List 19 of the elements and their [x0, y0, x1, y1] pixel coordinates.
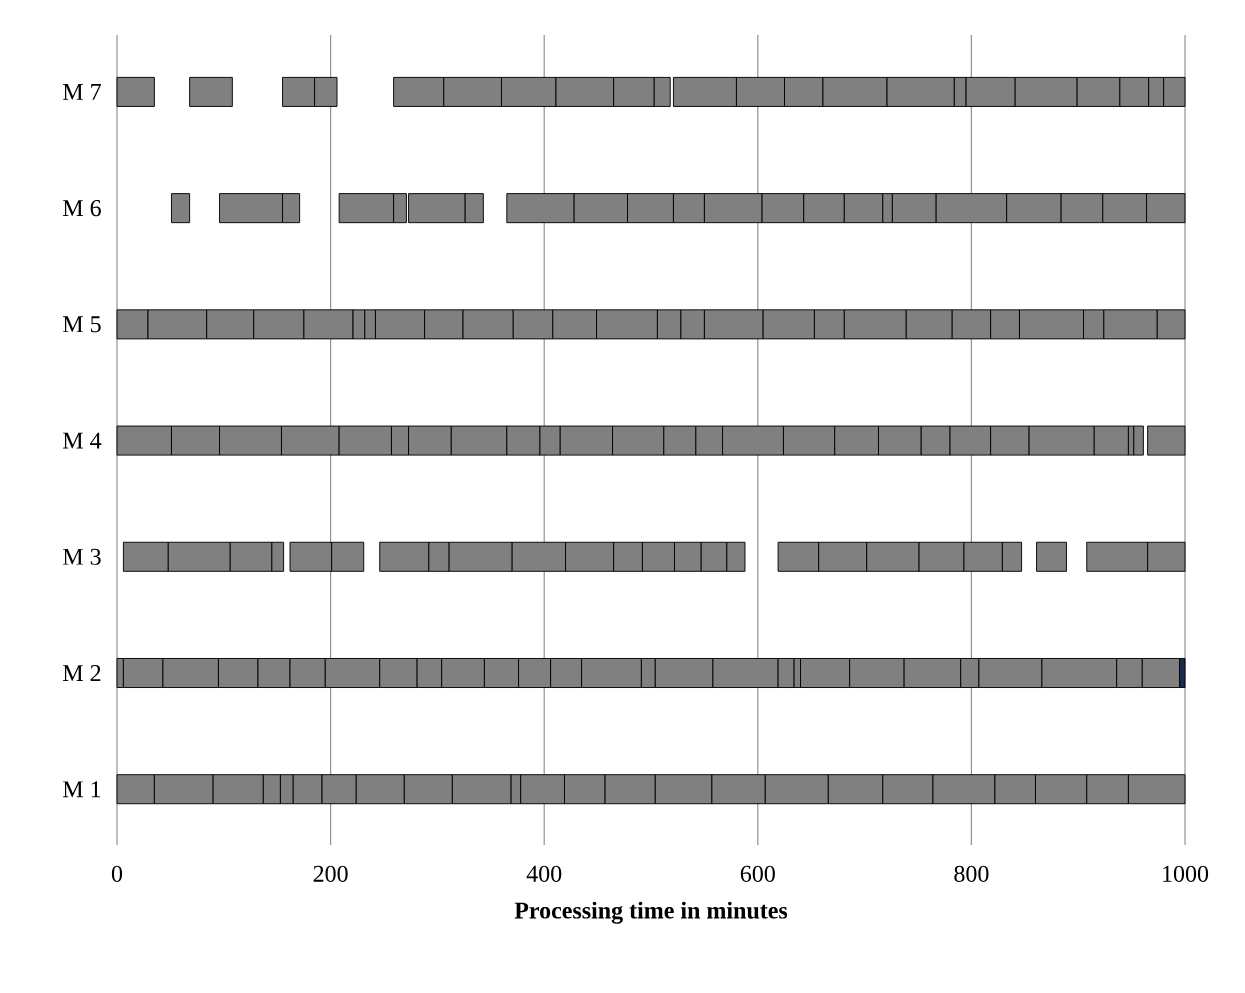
x-tick-label: 400	[526, 865, 562, 882]
x-tick-label: 600	[740, 865, 775, 882]
bar	[116, 76, 155, 107]
x-tick-label: 800	[954, 865, 989, 882]
x-tick-label: 0	[111, 865, 123, 882]
y-tick-label: M 1	[62, 781, 101, 798]
y-tick-label: M 5	[62, 316, 101, 333]
y-tick-label: M 7	[62, 84, 101, 100]
bar	[189, 76, 233, 107]
y-tick-label: M 6	[62, 200, 101, 217]
x-tick-label: 200	[313, 865, 348, 882]
y-tick-label: M 4	[62, 432, 102, 449]
bar	[171, 193, 191, 224]
x-axis-title: Processing time in minutes	[514, 901, 788, 924]
y-tick-label: M 2	[62, 665, 101, 681]
bar	[1036, 541, 1067, 572]
bar	[1147, 425, 1186, 456]
y-tick-label: M 3	[62, 548, 101, 565]
x-tick-label: 1000	[1163, 865, 1209, 882]
